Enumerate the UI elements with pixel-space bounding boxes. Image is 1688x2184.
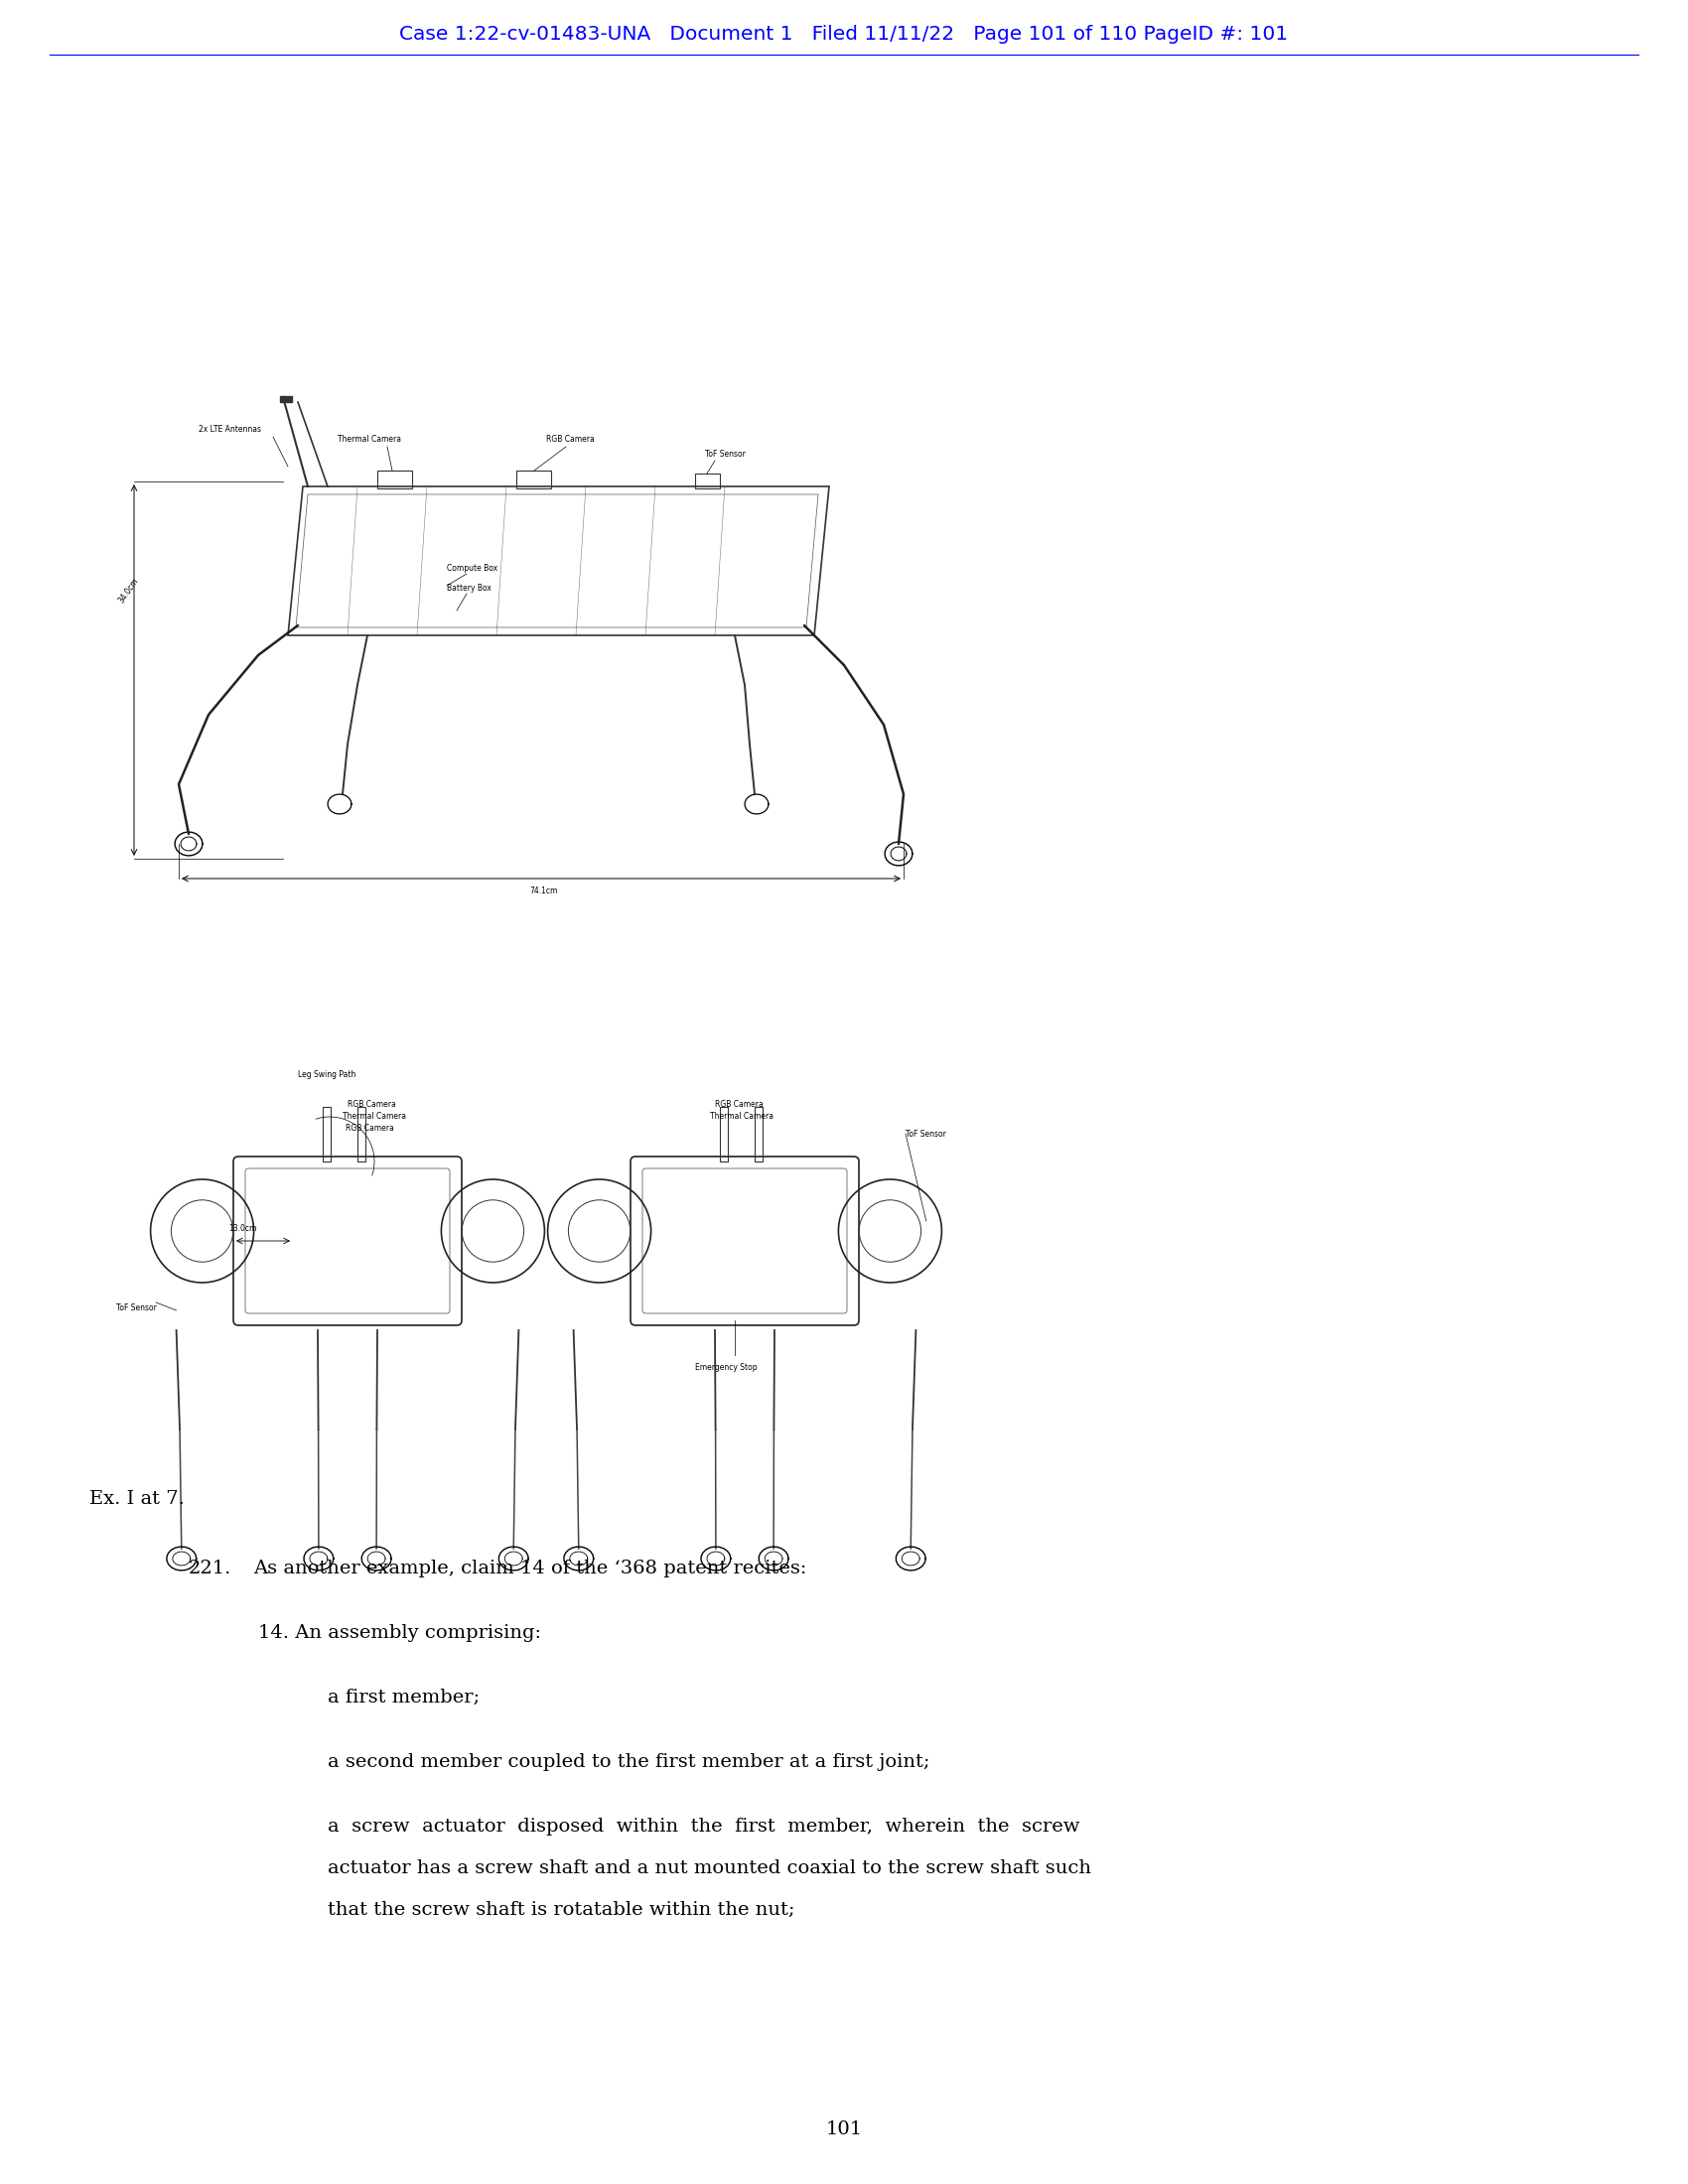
Text: RGB Camera: RGB Camera bbox=[348, 1101, 397, 1109]
Text: Battery Box: Battery Box bbox=[447, 583, 491, 592]
Text: 101: 101 bbox=[825, 2121, 863, 2138]
Text: Case 1:22-cv-01483-UNA   Document 1   Filed 11/11/22   Page 101 of 110 PageID #:: Case 1:22-cv-01483-UNA Document 1 Filed … bbox=[400, 26, 1288, 44]
Text: ToF Sensor: ToF Sensor bbox=[706, 450, 746, 459]
Text: Thermal Camera: Thermal Camera bbox=[343, 1112, 407, 1120]
Text: actuator has a screw shaft and a nut mounted coaxial to the screw shaft such: actuator has a screw shaft and a nut mou… bbox=[327, 1859, 1090, 1878]
Bar bbox=[755, 1107, 763, 1162]
Text: RGB Camera: RGB Camera bbox=[547, 435, 594, 443]
Text: 221.: 221. bbox=[189, 1559, 231, 1577]
Text: 2x LTE Antennas: 2x LTE Antennas bbox=[199, 426, 262, 435]
Text: Compute Box: Compute Box bbox=[447, 563, 498, 572]
Bar bbox=[322, 1107, 331, 1162]
Text: Leg Swing Path: Leg Swing Path bbox=[297, 1070, 356, 1079]
Text: a second member coupled to the first member at a first joint;: a second member coupled to the first mem… bbox=[327, 1754, 930, 1771]
Text: As another example, claim 14 of the ‘368 patent recites:: As another example, claim 14 of the ‘368… bbox=[253, 1559, 807, 1577]
Text: ToF Sensor: ToF Sensor bbox=[116, 1304, 157, 1313]
Text: 74.1cm: 74.1cm bbox=[530, 887, 557, 895]
Text: a  screw  actuator  disposed  within  the  first  member,  wherein  the  screw: a screw actuator disposed within the fir… bbox=[327, 1817, 1080, 1835]
Text: RGB Camera: RGB Camera bbox=[716, 1101, 763, 1109]
Text: a first member;: a first member; bbox=[327, 1688, 479, 1706]
Bar bbox=[358, 1107, 365, 1162]
Bar bbox=[517, 470, 550, 489]
Bar bbox=[719, 1107, 728, 1162]
Text: RGB Camera: RGB Camera bbox=[346, 1125, 393, 1133]
Text: Thermal Camera: Thermal Camera bbox=[711, 1112, 773, 1120]
Bar bbox=[280, 395, 292, 402]
Text: Emergency Stop: Emergency Stop bbox=[695, 1363, 758, 1372]
Text: that the screw shaft is rotatable within the nut;: that the screw shaft is rotatable within… bbox=[327, 1900, 795, 1920]
Text: 13.0cm: 13.0cm bbox=[228, 1223, 257, 1234]
Text: Thermal Camera: Thermal Camera bbox=[338, 435, 402, 443]
Bar bbox=[378, 470, 412, 489]
Text: 14. An assembly comprising:: 14. An assembly comprising: bbox=[258, 1625, 542, 1642]
Bar bbox=[695, 474, 719, 489]
Text: Ex. I at 7.: Ex. I at 7. bbox=[89, 1489, 184, 1507]
Text: ToF Sensor: ToF Sensor bbox=[905, 1129, 947, 1138]
Text: 34.0cm: 34.0cm bbox=[116, 577, 140, 605]
